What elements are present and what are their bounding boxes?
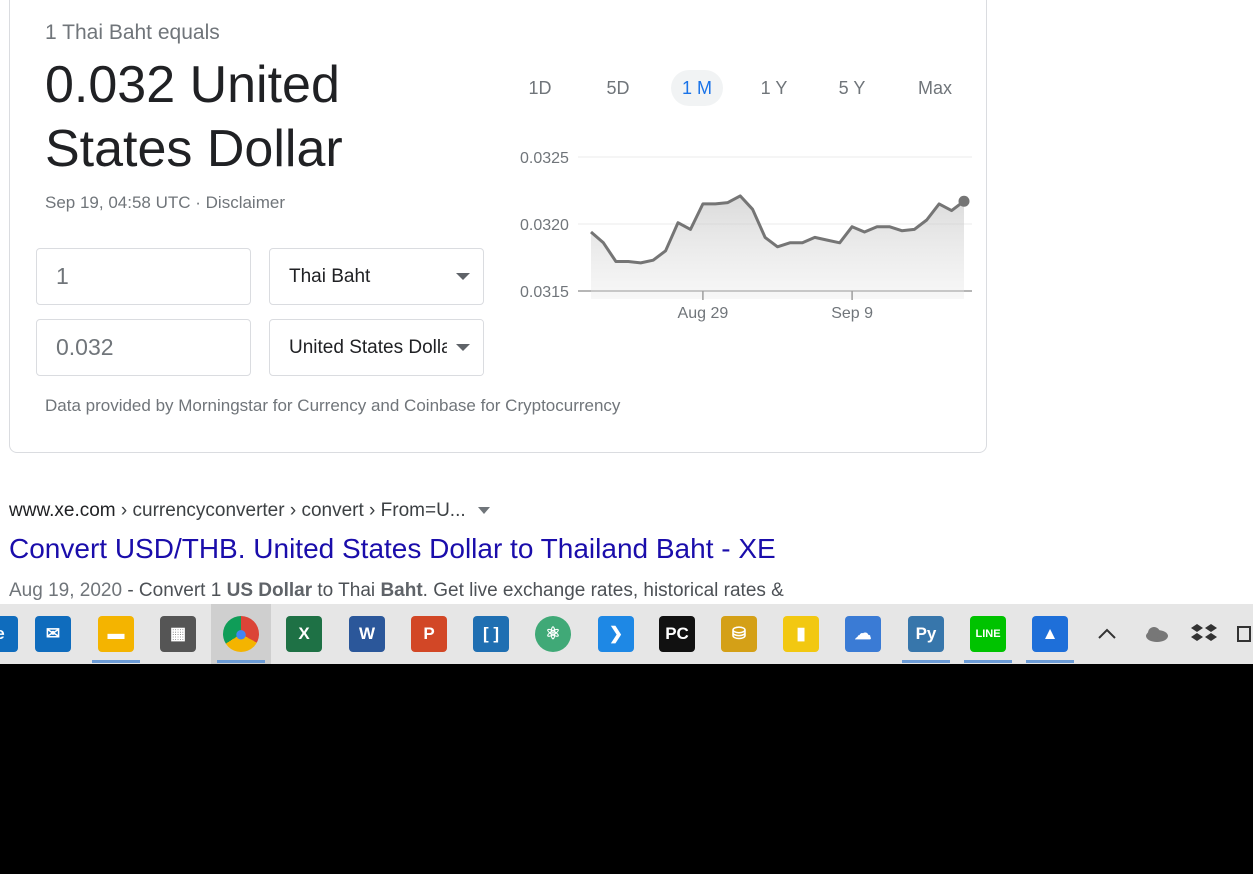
chrome-icon: ● (223, 616, 259, 652)
line-icon: LINE (970, 616, 1006, 652)
running-indicator (1026, 660, 1074, 663)
result-title-link[interactable]: Convert USD/THB. United States Dollar to… (9, 533, 776, 564)
running-indicator (92, 660, 140, 663)
taskbar-photos-button[interactable]: ▲ (1020, 604, 1080, 664)
y-tick-label: 0.0320 (520, 217, 569, 234)
show-hidden-icons-icon[interactable] (1096, 620, 1118, 648)
result-breadcrumb[interactable]: www.xe.com › currencyconverter › convert… (9, 500, 490, 522)
taskbar-python-button[interactable]: Py (896, 604, 956, 664)
snippet-text: to Thai (312, 580, 381, 601)
onedrive-icon[interactable] (1142, 620, 1170, 648)
mail-icon: ✉ (35, 616, 71, 652)
file-explorer-icon: ▬ (98, 616, 134, 652)
timestamp: Sep 19, 04:58 UTC (45, 193, 191, 212)
taskbar-excel-button[interactable]: X (274, 604, 334, 664)
x-tick-label: Sep 9 (831, 305, 873, 322)
amount-from-input[interactable] (37, 249, 250, 304)
dropbox-icon[interactable] (1190, 620, 1218, 648)
network-icon[interactable] (1236, 620, 1253, 648)
breadcrumb-host: www.xe.com (9, 500, 116, 521)
snippet-text: - Convert 1 (122, 580, 227, 601)
running-indicator (964, 660, 1012, 663)
currency-to-value: United States Dollar (289, 337, 458, 358)
data-source-note: Data provided by Morningstar for Currenc… (45, 396, 621, 415)
snippet-text: . Get live exchange rates, historical ra… (422, 580, 784, 601)
equals-label: 1 Thai Baht equals (45, 21, 220, 44)
timestamp-line: Sep 19, 04:58 UTC · Disclaimer (45, 193, 285, 213)
vscode-icon: ❯ (598, 616, 634, 652)
chevron-down-icon (456, 273, 470, 280)
power-bi-icon: ▮ (783, 616, 819, 652)
amount-to-input[interactable] (37, 320, 250, 375)
atom-icon: ⚛ (535, 616, 571, 652)
database-tool-icon: ⛁ (721, 616, 757, 652)
calculator-icon: ▦ (160, 616, 196, 652)
taskbar-file-explorer-button[interactable]: ▬ (86, 604, 146, 664)
snippet-date: Aug 19, 2020 (9, 580, 123, 601)
exchange-rate-chart: 0.0325 0.0320 0.0315 Aug 29 Sep 9 (520, 150, 972, 322)
currency-to-select[interactable]: United States Dollar (269, 319, 484, 376)
taskbar-power-bi-button[interactable]: ▮ (771, 604, 831, 664)
taskbar-edge-button[interactable]: e (0, 604, 30, 664)
amount-from-box[interactable] (36, 248, 251, 305)
taskbar-vscode-button[interactable]: ❯ (586, 604, 646, 664)
taskbar: e ✉ ▬ ▦ ● XWP [ ] ⚛ ❯ PC ⛁ ▮ ☁ Py LINE ▲ (0, 604, 1253, 664)
breadcrumb-path: › currencyconverter › convert › From=U..… (115, 500, 466, 521)
running-indicator (902, 660, 950, 663)
taskbar-chrome-button[interactable]: ● (211, 604, 271, 664)
amount-to-box[interactable] (36, 319, 251, 376)
taskbar-mail-button[interactable]: ✉ (23, 604, 83, 664)
taskbar-cloud-settings-button[interactable]: ☁ (833, 604, 893, 664)
bracket-app-icon: [ ] (473, 616, 509, 652)
pycharm-icon: PC (659, 616, 695, 652)
python-icon: Py (908, 616, 944, 652)
chevron-down-icon (456, 344, 470, 351)
period-tab[interactable]: 1 Y (760, 78, 788, 98)
running-indicator (217, 660, 265, 663)
word-icon: W (349, 616, 385, 652)
cloud-settings-icon: ☁ (845, 616, 881, 652)
taskbar-calculator-button[interactable]: ▦ (148, 604, 208, 664)
period-tab[interactable]: 1 M (671, 70, 723, 106)
powerpoint-icon: P (411, 616, 447, 652)
snippet-bold: Baht (380, 580, 423, 601)
period-tab[interactable]: Max (917, 78, 952, 98)
currency-from-value: Thai Baht (289, 266, 371, 287)
taskbar-line-button[interactable]: LINE (958, 604, 1018, 664)
result-snippet: Aug 19, 2020 - Convert 1 US Dollar to Th… (9, 580, 784, 602)
excel-icon: X (286, 616, 322, 652)
currency-converter-card: 1 Thai Baht equals 0.032 United States D… (9, 0, 987, 453)
taskbar-powerpoint-button[interactable]: P (399, 604, 459, 664)
snippet-bold: US Dollar (226, 580, 313, 601)
y-tick-label: 0.0325 (520, 150, 569, 167)
series-line (590, 194, 965, 265)
disclaimer-link[interactable]: Disclaimer (205, 193, 285, 212)
taskbar-bracket-app-button[interactable]: [ ] (461, 604, 521, 664)
taskbar-atom-button[interactable]: ⚛ (523, 604, 583, 664)
taskbar-word-button[interactable]: W (337, 604, 397, 664)
period-tab[interactable]: 5 Y (838, 78, 866, 98)
taskbar-pycharm-button[interactable]: PC (647, 604, 707, 664)
edge-icon: e (0, 616, 18, 652)
timestamp-separator: · (190, 193, 206, 212)
period-tab[interactable]: 1D (528, 78, 552, 98)
browser-viewport: 1 Thai Baht equals 0.032 United States D… (0, 0, 1253, 604)
currency-from-select[interactable]: Thai Baht (269, 248, 484, 305)
caret-down-icon[interactable] (477, 507, 490, 515)
x-tick-label: Aug 29 (678, 305, 729, 322)
taskbar-database-tool-button[interactable]: ⛁ (709, 604, 769, 664)
y-tick-label: 0.0315 (520, 284, 569, 301)
period-tab[interactable]: 5D (606, 78, 630, 98)
photos-icon: ▲ (1032, 616, 1068, 652)
conversion-result: 0.032 United States Dollar (45, 56, 343, 178)
series-endpoint (958, 195, 970, 207)
